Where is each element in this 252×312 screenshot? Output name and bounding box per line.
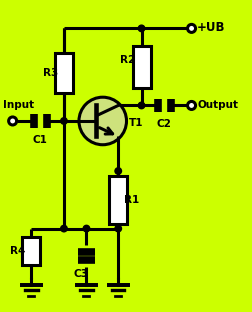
Text: R1: R1: [123, 195, 138, 205]
Text: R4: R4: [10, 246, 25, 256]
Circle shape: [138, 25, 144, 32]
Circle shape: [138, 102, 144, 109]
Circle shape: [115, 225, 121, 232]
Bar: [55, 53, 73, 94]
Text: Input: Input: [3, 100, 34, 110]
Circle shape: [83, 225, 89, 232]
Circle shape: [187, 101, 195, 110]
Circle shape: [115, 168, 121, 174]
Circle shape: [60, 118, 67, 124]
Text: C1: C1: [33, 135, 47, 145]
Text: C3: C3: [74, 269, 88, 279]
Text: C2: C2: [156, 119, 171, 129]
Text: R2: R2: [120, 55, 135, 65]
Circle shape: [60, 225, 67, 232]
Circle shape: [187, 24, 195, 32]
Bar: [132, 46, 150, 88]
Text: T1: T1: [128, 119, 142, 129]
Circle shape: [9, 117, 17, 125]
Bar: [109, 176, 127, 224]
Bar: [22, 237, 40, 265]
Text: R3: R3: [43, 68, 58, 78]
Text: +UB: +UB: [196, 21, 225, 34]
Circle shape: [79, 97, 126, 145]
Text: Output: Output: [196, 100, 237, 110]
